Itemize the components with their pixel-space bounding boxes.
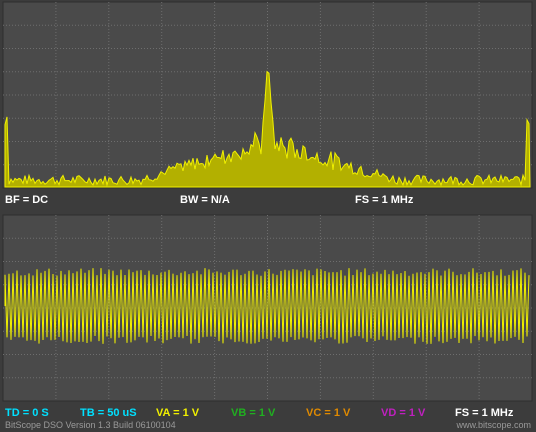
bw-label: BW = N/A (180, 194, 230, 206)
bf-label: BF = DC (5, 194, 49, 206)
site-text: www.bitscope.com (456, 420, 531, 430)
vd-label: VD = 1 V (381, 407, 426, 419)
vc-label: VC = 1 V (306, 407, 351, 419)
va-label: VA = 1 V (156, 407, 200, 419)
spectrum-trace (4, 70, 531, 188)
td-label: TD = 0 S (5, 407, 49, 419)
fs-status-label: FS = 1 MHz (455, 407, 514, 419)
vb-label: VB = 1 V (231, 407, 276, 419)
fs-label: FS = 1 MHz (355, 194, 414, 206)
version-text: BitScope DSO Version 1.3 Build 06100104 (5, 420, 176, 430)
tb-label: TB = 50 uS (80, 407, 137, 419)
waveform-trace (4, 268, 530, 344)
